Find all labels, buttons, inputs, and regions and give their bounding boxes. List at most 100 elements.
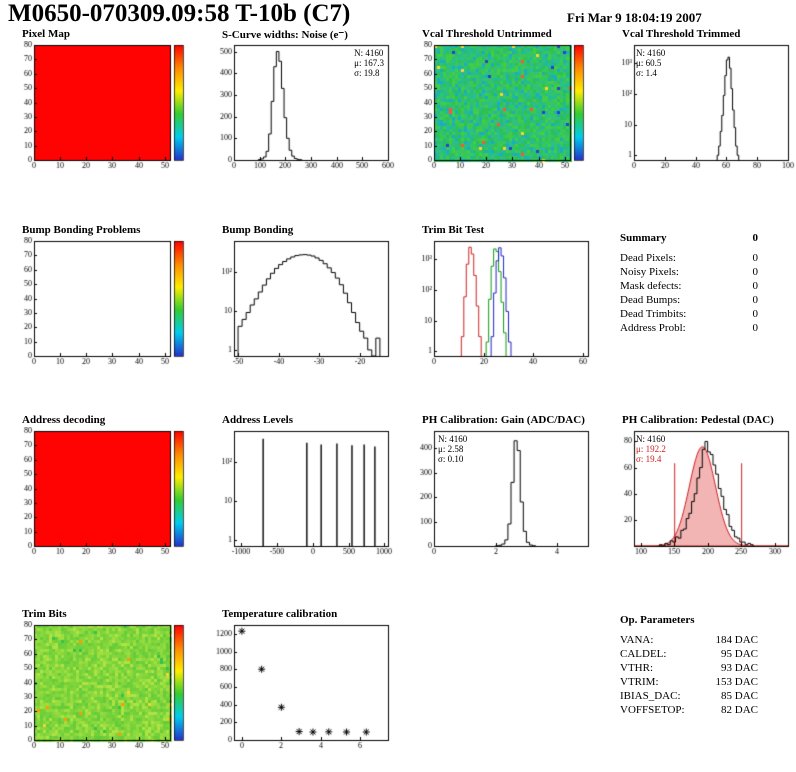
- op-parameters-panel: Op. Parameters VANA: 184 DAC CALDEL: 95 …: [620, 614, 758, 717]
- vcal-untrimmed-panel: Vcal Threshold Untrimmed: [408, 28, 596, 173]
- vcal-trimmed-canvas: [608, 41, 796, 173]
- op-parameter-row: VTHR: 93 DAC: [620, 661, 758, 675]
- scurve-noise-canvas: [208, 41, 396, 173]
- trim-bits-canvas: [8, 621, 196, 753]
- bump-bonding-problems-panel: Bump Bonding Problems: [8, 224, 196, 369]
- op-parameter-value: 93 DAC: [721, 662, 758, 674]
- bump-bonding-canvas: [208, 237, 396, 369]
- op-parameter-value: 95 DAC: [721, 648, 758, 660]
- stat-line: N: 4160: [636, 434, 666, 444]
- summary-label: Noisy Pixels:: [620, 266, 679, 278]
- trim-bit-test-title: Trim Bit Test: [422, 224, 485, 236]
- address-levels-title: Address Levels: [222, 414, 293, 426]
- op-parameter-label: VTRIM:: [620, 676, 659, 688]
- ph-gain-title: PH Calibration: Gain (ADC/DAC): [422, 414, 585, 426]
- op-parameter-value: 82 DAC: [721, 704, 758, 716]
- bump-bonding-problems-title: Bump Bonding Problems: [22, 224, 141, 236]
- address-decoding-panel: Address decoding: [8, 414, 196, 559]
- summary-label: Address Probl:: [620, 322, 686, 334]
- stat-line: N: 4160: [438, 434, 468, 444]
- trim-bits-title: Trim Bits: [22, 608, 67, 620]
- ph-gain-stats-box: N: 4160 μ: 2.58 σ: 0.10: [438, 434, 467, 464]
- stat-line: μ: 192.2: [636, 444, 666, 454]
- stat-line: σ: 19.4: [636, 454, 662, 464]
- stat-line: σ: 19.8: [354, 68, 380, 78]
- trim-bit-test-panel: Trim Bit Test: [408, 224, 596, 369]
- summary-row: Dead Pixels: 0: [620, 251, 758, 265]
- trim-bits-panel: Trim Bits: [8, 608, 196, 753]
- pixel-map-panel: Pixel Map: [8, 28, 196, 173]
- op-parameter-label: VTHR:: [620, 662, 653, 674]
- stat-line: μ: 60.5: [636, 58, 662, 68]
- summary-panel: Summary 0 Dead Pixels: 0 Noisy Pixels: 0…: [620, 232, 758, 335]
- stat-line: σ: 0.10: [438, 454, 464, 464]
- stat-line: μ: 2.58: [438, 444, 464, 454]
- op-parameter-row: IBIAS_DAC: 85 DAC: [620, 689, 758, 703]
- stat-line: μ: 167.3: [354, 58, 384, 68]
- summary-header: Summary 0: [620, 232, 758, 244]
- bump-bonding-title: Bump Bonding: [222, 224, 294, 236]
- op-parameter-label: VANA:: [620, 634, 654, 646]
- vcal-trimmed-panel: Vcal Threshold Trimmed N: 4160 μ: 60.5 σ…: [608, 28, 796, 173]
- ph-pedestal-canvas: [608, 427, 796, 559]
- summary-value: 0: [752, 308, 759, 320]
- vcal-untrimmed-title: Vcal Threshold Untrimmed: [422, 28, 552, 40]
- stat-line: N: 4160: [636, 48, 666, 58]
- summary-value: 0: [752, 322, 759, 334]
- vcal-trimmed-title: Vcal Threshold Trimmed: [622, 28, 741, 40]
- temperature-calibration-canvas: [208, 621, 396, 753]
- summary-row: Dead Bumps: 0: [620, 293, 758, 307]
- address-decoding-canvas: [8, 427, 196, 559]
- summary-value: 0: [752, 252, 759, 264]
- ph-pedestal-title: PH Calibration: Pedestal (DAC): [622, 414, 774, 426]
- op-parameter-label: IBIAS_DAC:: [620, 690, 681, 702]
- trim-bit-test-canvas: [408, 237, 596, 369]
- op-parameter-value: 184 DAC: [715, 634, 758, 646]
- op-parameters-title: Op. Parameters: [620, 614, 695, 626]
- op-parameter-value: 85 DAC: [721, 690, 758, 702]
- summary-row: Noisy Pixels: 0: [620, 265, 758, 279]
- stat-line: N: 4160: [354, 48, 384, 58]
- op-parameter-value: 153 DAC: [715, 676, 758, 688]
- op-parameter-label: CALDEL:: [620, 648, 667, 660]
- op-parameter-row: CALDEL: 95 DAC: [620, 647, 758, 661]
- ph-gain-panel: PH Calibration: Gain (ADC/DAC) N: 4160 μ…: [408, 414, 596, 559]
- bump-bonding-panel: Bump Bonding: [208, 224, 396, 369]
- summary-label: Dead Pixels:: [620, 252, 676, 264]
- summary-label: Dead Bumps:: [620, 294, 681, 306]
- ph-pedestal-panel: PH Calibration: Pedestal (DAC) N: 4160 μ…: [608, 414, 796, 559]
- page-title: M0650-070309.09:58 T-10b (C7): [8, 0, 351, 27]
- address-levels-panel: Address Levels: [208, 414, 396, 559]
- scurve-stats-box: N: 4160 μ: 167.3 σ: 19.8: [354, 48, 384, 78]
- summary-row: Address Probl: 0: [620, 321, 758, 335]
- address-levels-canvas: [208, 427, 396, 559]
- op-parameter-row: VANA: 184 DAC: [620, 633, 758, 647]
- bump-bonding-problems-canvas: [8, 237, 196, 369]
- summary-row: Dead Trimbits: 0: [620, 307, 758, 321]
- summary-total: 0: [752, 232, 759, 244]
- timestamp: Fri Mar 9 18:04:19 2007: [567, 10, 702, 25]
- op-parameter-row: VOFFSETOP: 82 DAC: [620, 703, 758, 717]
- stat-line: σ: 1.4: [636, 68, 657, 78]
- op-parameter-label: VOFFSETOP:: [620, 704, 685, 716]
- summary-value: 0: [752, 266, 759, 278]
- vcal-untrimmed-canvas: [408, 41, 596, 173]
- scurve-noise-title: S-Curve widths: Noise (e⁻): [222, 29, 348, 41]
- pixel-map-canvas: [8, 41, 196, 173]
- scurve-noise-panel: S-Curve widths: Noise (e⁻) N: 4160 μ: 16…: [208, 28, 396, 173]
- summary-label: Dead Trimbits:: [620, 308, 687, 320]
- summary-row: Mask defects: 0: [620, 279, 758, 293]
- summary-title: Summary: [620, 232, 667, 244]
- summary-value: 0: [752, 294, 759, 306]
- summary-value: 0: [752, 280, 759, 292]
- summary-label: Mask defects:: [620, 280, 682, 292]
- pixel-map-title: Pixel Map: [22, 28, 70, 40]
- ph-pedestal-stats-box: N: 4160 μ: 192.2 σ: 19.4: [636, 434, 666, 464]
- temperature-calibration-title: Temperature calibration: [222, 608, 338, 620]
- address-decoding-title: Address decoding: [22, 414, 106, 426]
- vcal-trimmed-stats-box: N: 4160 μ: 60.5 σ: 1.4: [636, 48, 665, 78]
- op-parameter-row: VTRIM: 153 DAC: [620, 675, 758, 689]
- temperature-calibration-panel: Temperature calibration: [208, 608, 396, 753]
- ph-gain-canvas: [408, 427, 596, 559]
- op-parameters-header: Op. Parameters: [620, 614, 758, 626]
